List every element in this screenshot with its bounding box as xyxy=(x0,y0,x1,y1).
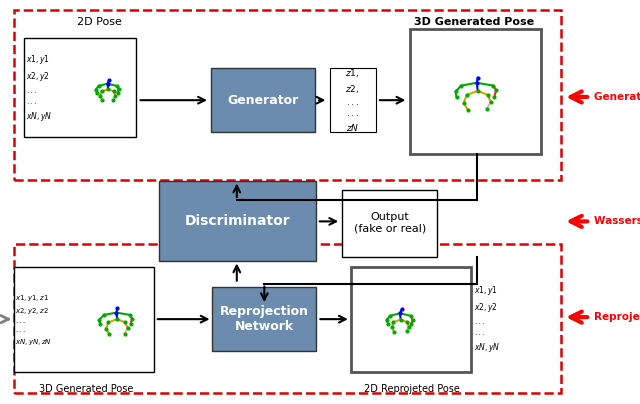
Text: Generator Loss: Generator Loss xyxy=(594,92,640,102)
Text: 2D Reprojeted Pose: 2D Reprojeted Pose xyxy=(364,384,460,394)
Text: 3D Generated Pose: 3D Generated Pose xyxy=(39,384,134,394)
Text: 2D Pose: 2D Pose xyxy=(77,17,122,27)
Bar xyxy=(342,190,437,257)
Text: Output
(fake or real): Output (fake or real) xyxy=(354,212,426,234)
Bar xyxy=(14,267,154,372)
Text: Reprojection
Network: Reprojection Network xyxy=(220,305,309,333)
Bar xyxy=(159,181,316,261)
Bar xyxy=(14,10,561,180)
Text: $x1, y1, z1$
$x2, y2, z2$
$...$
$...$
$xN, yN, zN$: $x1, y1, z1$ $x2, y2, z2$ $...$ $...$ $x… xyxy=(15,293,52,347)
Bar xyxy=(24,38,136,137)
Bar xyxy=(351,267,471,372)
Bar xyxy=(410,29,541,154)
Bar xyxy=(212,287,316,351)
Text: Reprojection Loss: Reprojection Loss xyxy=(594,312,640,322)
Text: Wasserstein Loss: Wasserstein Loss xyxy=(594,217,640,226)
Bar xyxy=(330,68,376,132)
Text: $x1, y1$
$x2, y2$
$...$
$...$
$xN, yN$: $x1, y1$ $x2, y2$ $...$ $...$ $xN, yN$ xyxy=(474,284,500,354)
Text: 3D Generated Pose: 3D Generated Pose xyxy=(413,17,534,27)
Text: $z1,$
$z2,$
$...$
$...$
$zN$: $z1,$ $z2,$ $...$ $...$ $zN$ xyxy=(346,67,360,133)
Bar xyxy=(14,244,561,393)
Text: $x1, y1$
$x2, y2$
$...$
$...$
$xN, yN$: $x1, y1$ $x2, y2$ $...$ $...$ $xN, yN$ xyxy=(26,53,52,123)
Bar xyxy=(211,68,315,132)
Text: Generator: Generator xyxy=(227,94,299,107)
Text: Discriminator: Discriminator xyxy=(184,214,290,227)
